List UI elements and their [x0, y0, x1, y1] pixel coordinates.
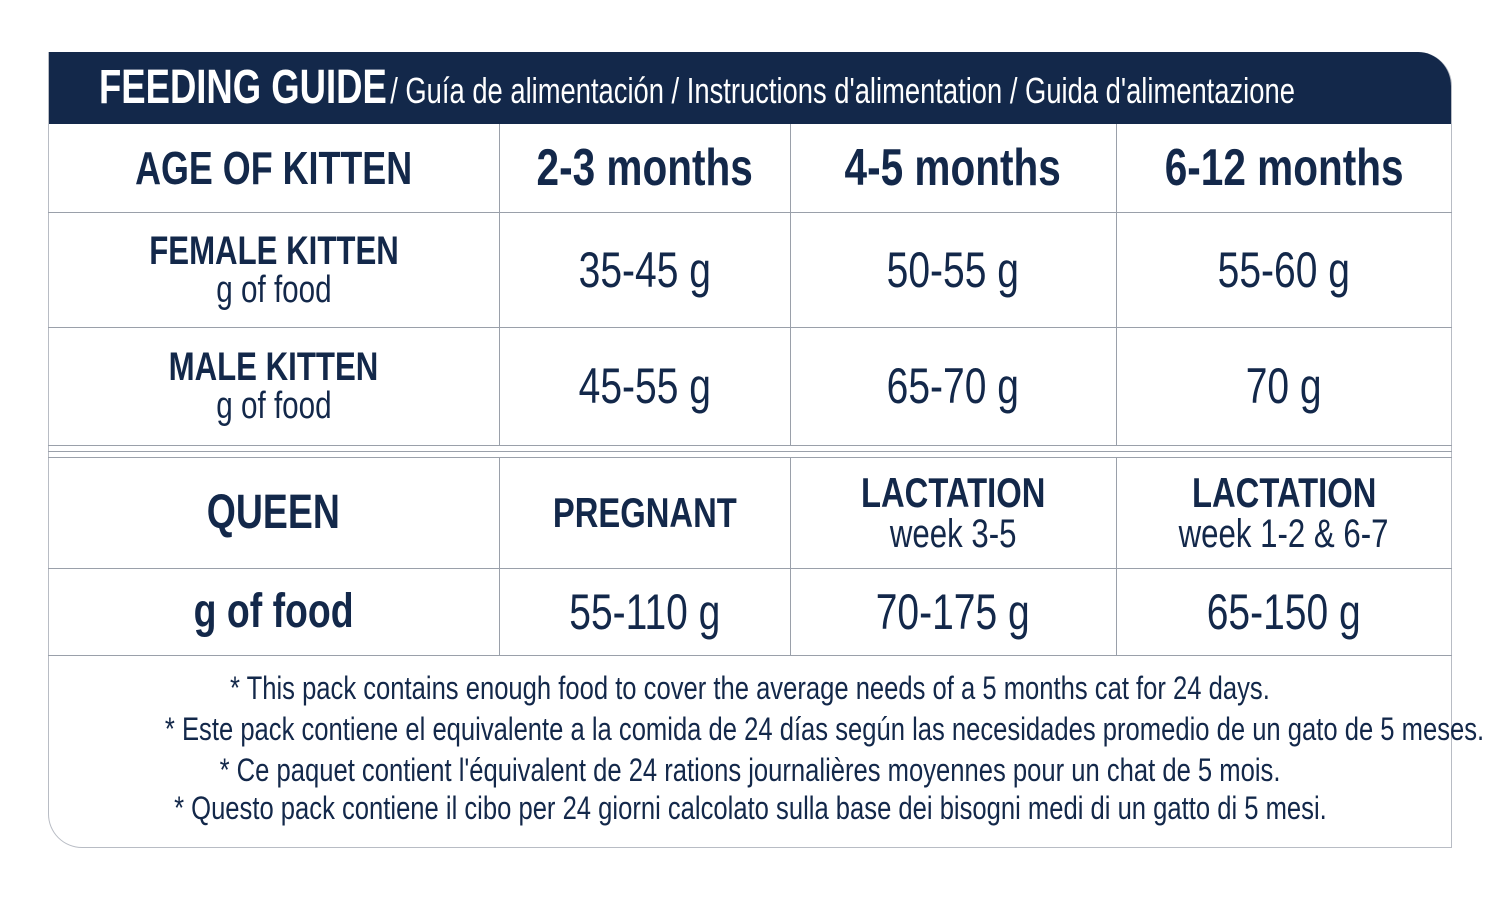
header-text: AGE OF KITTEN — [134, 142, 413, 194]
row-line — [48, 568, 1452, 569]
note-text: * Ce paquet contient l'équivalent de 24 … — [219, 752, 1281, 788]
header-subtext: week 1-2 & 6-7 — [1179, 511, 1389, 556]
value: 65-150 g — [1207, 583, 1361, 640]
value-cell: 65-70 g — [790, 327, 1116, 445]
column-line — [499, 124, 500, 445]
value: 45-55 g — [578, 358, 711, 414]
note: * Questo pack contiene il cibo per 24 gi… — [0, 790, 1500, 827]
header-text: 2-3 months — [536, 139, 753, 197]
note: * This pack contains enough food to cove… — [0, 670, 1500, 707]
value-cell: 65-150 g — [1116, 568, 1452, 655]
row-label-cell: g of food — [48, 568, 499, 655]
header-cell: 6-12 months — [1116, 124, 1452, 212]
column-line — [790, 124, 791, 445]
row-line — [48, 212, 1452, 213]
value: 55-60 g — [1217, 241, 1351, 298]
note: * Este pack contiene el equivalente a la… — [0, 711, 1500, 748]
header-cell: PREGNANT — [499, 457, 790, 568]
column-line — [1116, 457, 1117, 655]
value-cell: 50-55 g — [790, 212, 1116, 327]
note-text: * This pack contains enough food to cove… — [230, 670, 1270, 706]
header-cell: LACTATION week 3-5 — [790, 457, 1116, 568]
note-text: * Questo pack contiene il cibo per 24 gi… — [173, 790, 1327, 826]
value-cell: 55-110 g — [499, 568, 790, 655]
column-line — [499, 457, 500, 655]
row-line — [48, 655, 1452, 656]
row-label: FEMALE KITTEN — [148, 228, 399, 273]
value: 70 g — [1246, 358, 1322, 414]
value-cell: 45-55 g — [499, 327, 790, 445]
header-band: FEEDING GUIDE / Guía de alimentación / I… — [49, 52, 1451, 127]
header-text: LACTATION — [860, 468, 1046, 516]
subtitle: / Guía de alimentación / Instructions d'… — [390, 70, 1295, 111]
column-line — [1116, 124, 1117, 445]
title: FEEDING GUIDE — [99, 61, 387, 114]
note-text: * Este pack contiene el equivalente a la… — [164, 711, 1485, 747]
row-line — [48, 445, 1452, 446]
value-cell: 35-45 g — [499, 212, 790, 327]
row-line — [48, 451, 1452, 452]
value-cell: 70 g — [1116, 327, 1452, 445]
header-cell: QUEEN — [48, 457, 499, 568]
header-cell: LACTATION week 1-2 & 6-7 — [1116, 457, 1452, 568]
row-label: MALE KITTEN — [168, 345, 379, 389]
value: 65-70 g — [886, 358, 1020, 414]
row-line — [48, 327, 1452, 328]
row-sublabel: g of food — [215, 268, 332, 311]
row-label-cell: FEMALE KITTEN g of food — [48, 212, 499, 327]
value: 50-55 g — [886, 241, 1020, 298]
header-cell: 4-5 months — [790, 124, 1116, 212]
row-line — [48, 457, 1452, 458]
row-label-cell: MALE KITTEN g of food — [48, 327, 499, 445]
note: * Ce paquet contient l'équivalent de 24 … — [0, 752, 1500, 789]
header-text: LACTATION — [1191, 468, 1377, 516]
row-label: g of food — [193, 584, 354, 638]
value-cell: 70-175 g — [790, 568, 1116, 655]
row-sublabel: g of food — [215, 385, 332, 427]
header-cell: AGE OF KITTEN — [48, 124, 499, 212]
header-text: 4-5 months — [844, 139, 1062, 197]
header-subtext: week 3-5 — [889, 511, 1017, 556]
header-text: 6-12 months — [1164, 139, 1404, 197]
feeding-guide-card: FEEDING GUIDE / Guía de alimentación / I… — [48, 52, 1452, 848]
column-line — [790, 457, 791, 655]
value-cell: 55-60 g — [1116, 212, 1452, 327]
header-text: QUEEN — [206, 485, 341, 539]
header-line: FEEDING GUIDE / Guía de alimentación / I… — [99, 60, 1295, 127]
value: 35-45 g — [578, 241, 711, 298]
value: 55-110 g — [568, 583, 721, 640]
header-cell: 2-3 months — [499, 124, 790, 212]
header-text: PREGNANT — [552, 488, 737, 536]
value: 70-175 g — [876, 583, 1030, 640]
